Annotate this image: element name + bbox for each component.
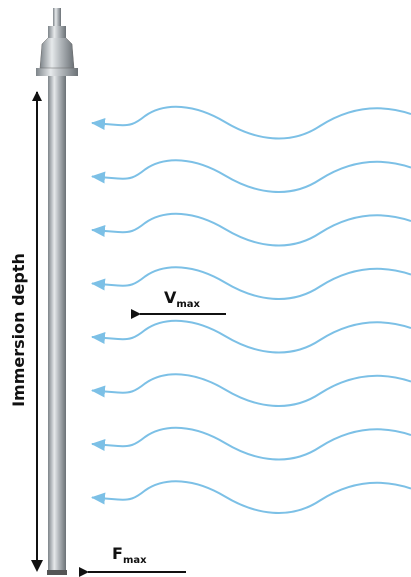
head: [39, 35, 75, 69]
flow-wave: [91, 159, 411, 193]
flow-wave: [91, 426, 411, 461]
flow-wave: [91, 373, 411, 407]
head-top: [48, 26, 66, 38]
flow-wave: [91, 319, 411, 354]
flange: [36, 68, 78, 76]
v-subscript: max: [176, 299, 200, 310]
immersion-depth-label: Immersion depth: [9, 253, 28, 407]
f-max-label: Fmax: [112, 544, 147, 566]
flow-wave: [91, 212, 411, 247]
flow-wave: [91, 480, 411, 514]
tube-tip: [47, 570, 67, 575]
v-max-label: Vmax: [164, 288, 201, 310]
connector: [53, 8, 61, 26]
tube: [48, 76, 66, 574]
flow-wave: [91, 105, 411, 140]
flow-wave: [91, 266, 411, 300]
flow-waves: [91, 105, 411, 514]
f-symbol: F: [112, 544, 123, 563]
depth-arrowhead: [31, 560, 43, 572]
thermowell: [36, 8, 78, 575]
f-subscript: max: [123, 555, 147, 566]
v-symbol: V: [164, 288, 177, 307]
